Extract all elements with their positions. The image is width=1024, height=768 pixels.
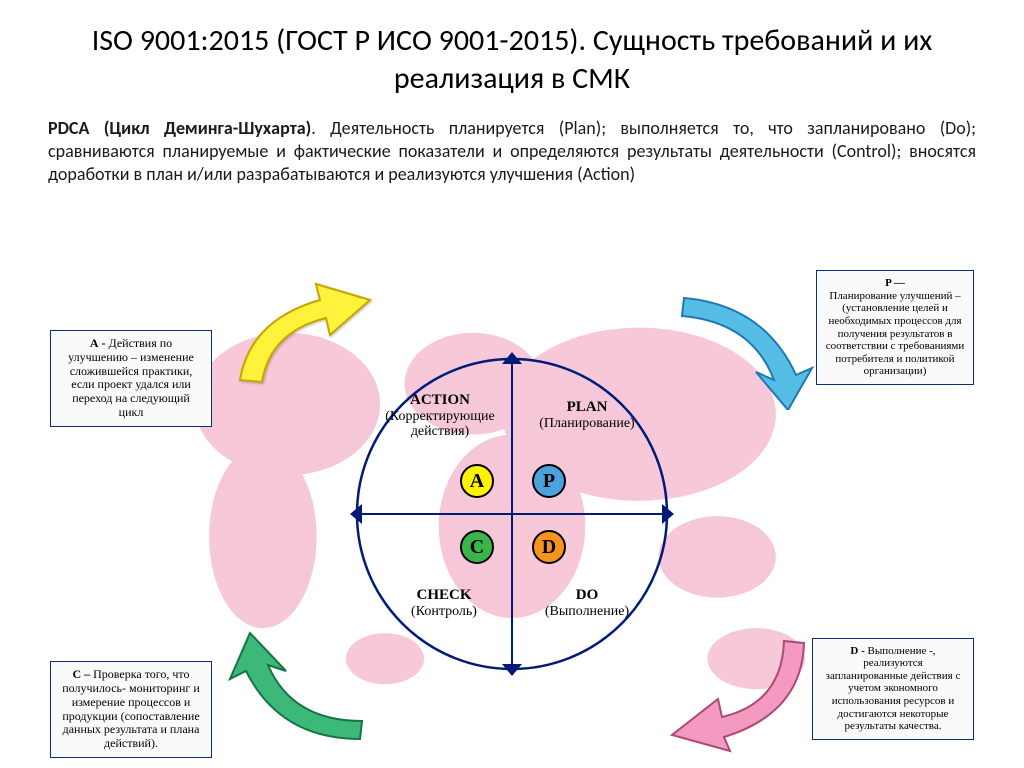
box-d: D - Выполнение -, реализуются запланиров… [812, 638, 974, 740]
arrow-blue [664, 280, 824, 410]
box-p: P —Планирование улучшений – (установлени… [816, 270, 974, 385]
letter-p: P [532, 464, 566, 498]
arrow-blue-path [682, 298, 812, 410]
page-title: ISO 9001:2015 (ГОСТ Р ИСО 9001-2015). Су… [0, 0, 1024, 105]
letter-d: D [532, 530, 566, 564]
desc-lead: PDCA (Цикл Деминга-Шухарта) [48, 117, 311, 139]
box-a: А - Действия по улучшению – изменение сл… [50, 330, 212, 427]
label-plan: PLAN(Планирование) [527, 399, 647, 431]
pdca-description: PDCA (Цикл Деминга-Шухарта). Деятельност… [0, 105, 1024, 186]
label-check: CHECK(Контроль) [384, 587, 504, 619]
letter-c: C [460, 530, 494, 564]
label-action: ACTION(Корректирующие действия) [370, 392, 510, 439]
arrow-pink-path [672, 641, 804, 751]
label-do: DO(Выполнение) [527, 587, 647, 619]
pdca-diagram: PLAN(Планирование) DO(Выполнение) CHECK(… [50, 270, 974, 758]
box-c: С – Проверка того, что получилось- монит… [50, 661, 212, 758]
letter-a: A [460, 464, 494, 498]
pdca-circle: PLAN(Планирование) DO(Выполнение) CHECK(… [342, 344, 682, 684]
